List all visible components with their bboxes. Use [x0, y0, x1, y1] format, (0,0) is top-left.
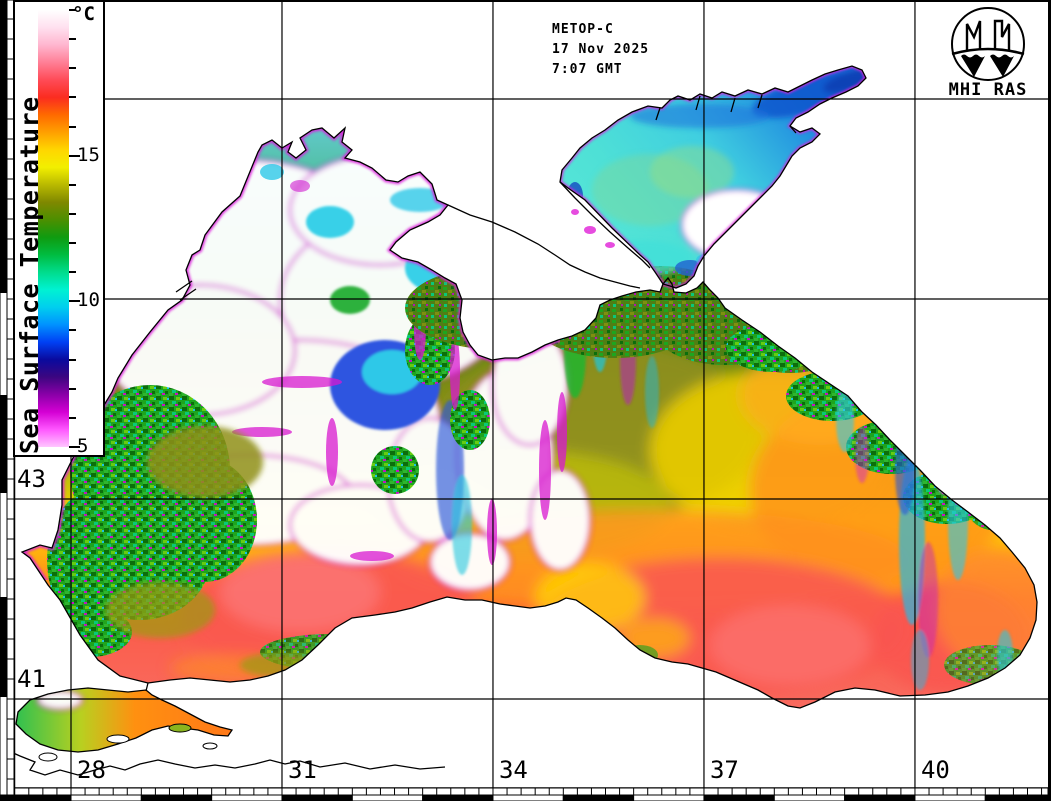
- colorbar-tick: [69, 96, 76, 99]
- colorbar-tick: [69, 271, 76, 274]
- colorbar-tick-label: 5: [77, 435, 89, 457]
- satellite-name: METOP-C: [552, 22, 614, 37]
- latitude-label: 41: [17, 665, 46, 693]
- acquisition-time: 7:07 GMT: [552, 62, 623, 77]
- colorbar-tick-label: 10: [77, 289, 100, 312]
- colorbar-tick: [69, 446, 80, 448]
- colorbar-tick: [69, 183, 76, 186]
- longitude-label: 40: [920, 756, 950, 784]
- colorbar-tick: [69, 125, 76, 128]
- colorbar-tick: [69, 212, 76, 215]
- colorbar-tick: [69, 416, 76, 419]
- colorbar-gradient: [38, 10, 69, 447]
- acquisition-date: 17 Nov 2025: [552, 42, 650, 57]
- coastlines: [1, 65, 1038, 776]
- sivash-shore: [447, 204, 641, 289]
- longitude-label: 28: [77, 756, 106, 784]
- colorbar-tick: [69, 329, 76, 332]
- south-marmara-coast: [1, 747, 446, 776]
- longitude-label: 37: [709, 756, 739, 784]
- colorbar-panel: °C Sea Surface Temperature 5 10 15: [13, 0, 105, 457]
- arabat-spit: [559, 181, 651, 269]
- bosphorus-strait: [145, 682, 149, 692]
- mhi-ras-caption: MHI RAS: [948, 80, 1028, 100]
- acquisition-header: METOP-C 17 Nov 2025 7:07 GMT: [552, 20, 649, 80]
- colorbar-title: Sea Surface Temperature: [15, 96, 44, 454]
- colorbar-tick: [69, 358, 76, 361]
- colorbar-tick: [69, 38, 76, 41]
- azov-spits: [655, 94, 797, 134]
- colorbar-tick: [69, 242, 76, 245]
- colorbar-tick: [69, 67, 76, 70]
- longitude-label: 31: [287, 756, 317, 784]
- danube-delta: [175, 280, 197, 301]
- sivash-lagoon-specks: [571, 209, 615, 248]
- colorbar-tick: [69, 9, 76, 11]
- colorbar-tick: [69, 387, 76, 390]
- colorbar-tick: [69, 300, 80, 303]
- mhi-ras-logo: MHI RAS: [936, 4, 1040, 100]
- colorbar-tick-label: 15: [77, 143, 100, 166]
- longitude-label: 34: [498, 756, 528, 784]
- colorbar-tick: [69, 154, 80, 157]
- latitude-label: 43: [17, 465, 46, 493]
- mhi-ras-emblem-icon: [951, 7, 1025, 81]
- sea-raster: [16, 66, 1037, 752]
- colorbar-unit-label: °C: [72, 3, 95, 25]
- small-lakes-islands: [38, 723, 218, 762]
